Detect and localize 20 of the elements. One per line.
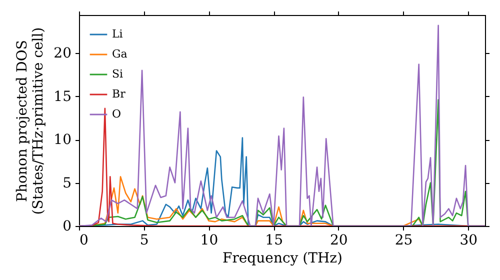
x-tick-label: 0 [80, 232, 88, 248]
legend-label: Si [112, 68, 124, 80]
legend-label: Ga [112, 48, 128, 60]
y-axis-title: Phonon projected DOS (States/THz·primitive cell) [14, 27, 47, 215]
legend-label: Li [112, 28, 124, 40]
y-tick-label: 5 [62, 175, 72, 192]
x-tick-label: 25 [394, 232, 413, 248]
line-series [79, 24, 485, 226]
legend-label: O [112, 108, 122, 120]
x-tick-label: 5 [140, 232, 149, 248]
x-tick-label: 10 [200, 232, 218, 248]
x-axis-title: Frequency (THz) [222, 250, 343, 266]
y-tick-label: 20 [54, 46, 72, 62]
x-tick-label: 15 [265, 232, 283, 248]
y-tick-label: 15 [54, 88, 72, 105]
legend-label: Br [112, 88, 126, 100]
y-tick-label: 10 [54, 132, 72, 148]
y-tick-label: 0 [62, 218, 72, 234]
x-tick-label: 30 [460, 232, 478, 248]
x-tick-label: 20 [330, 232, 348, 248]
